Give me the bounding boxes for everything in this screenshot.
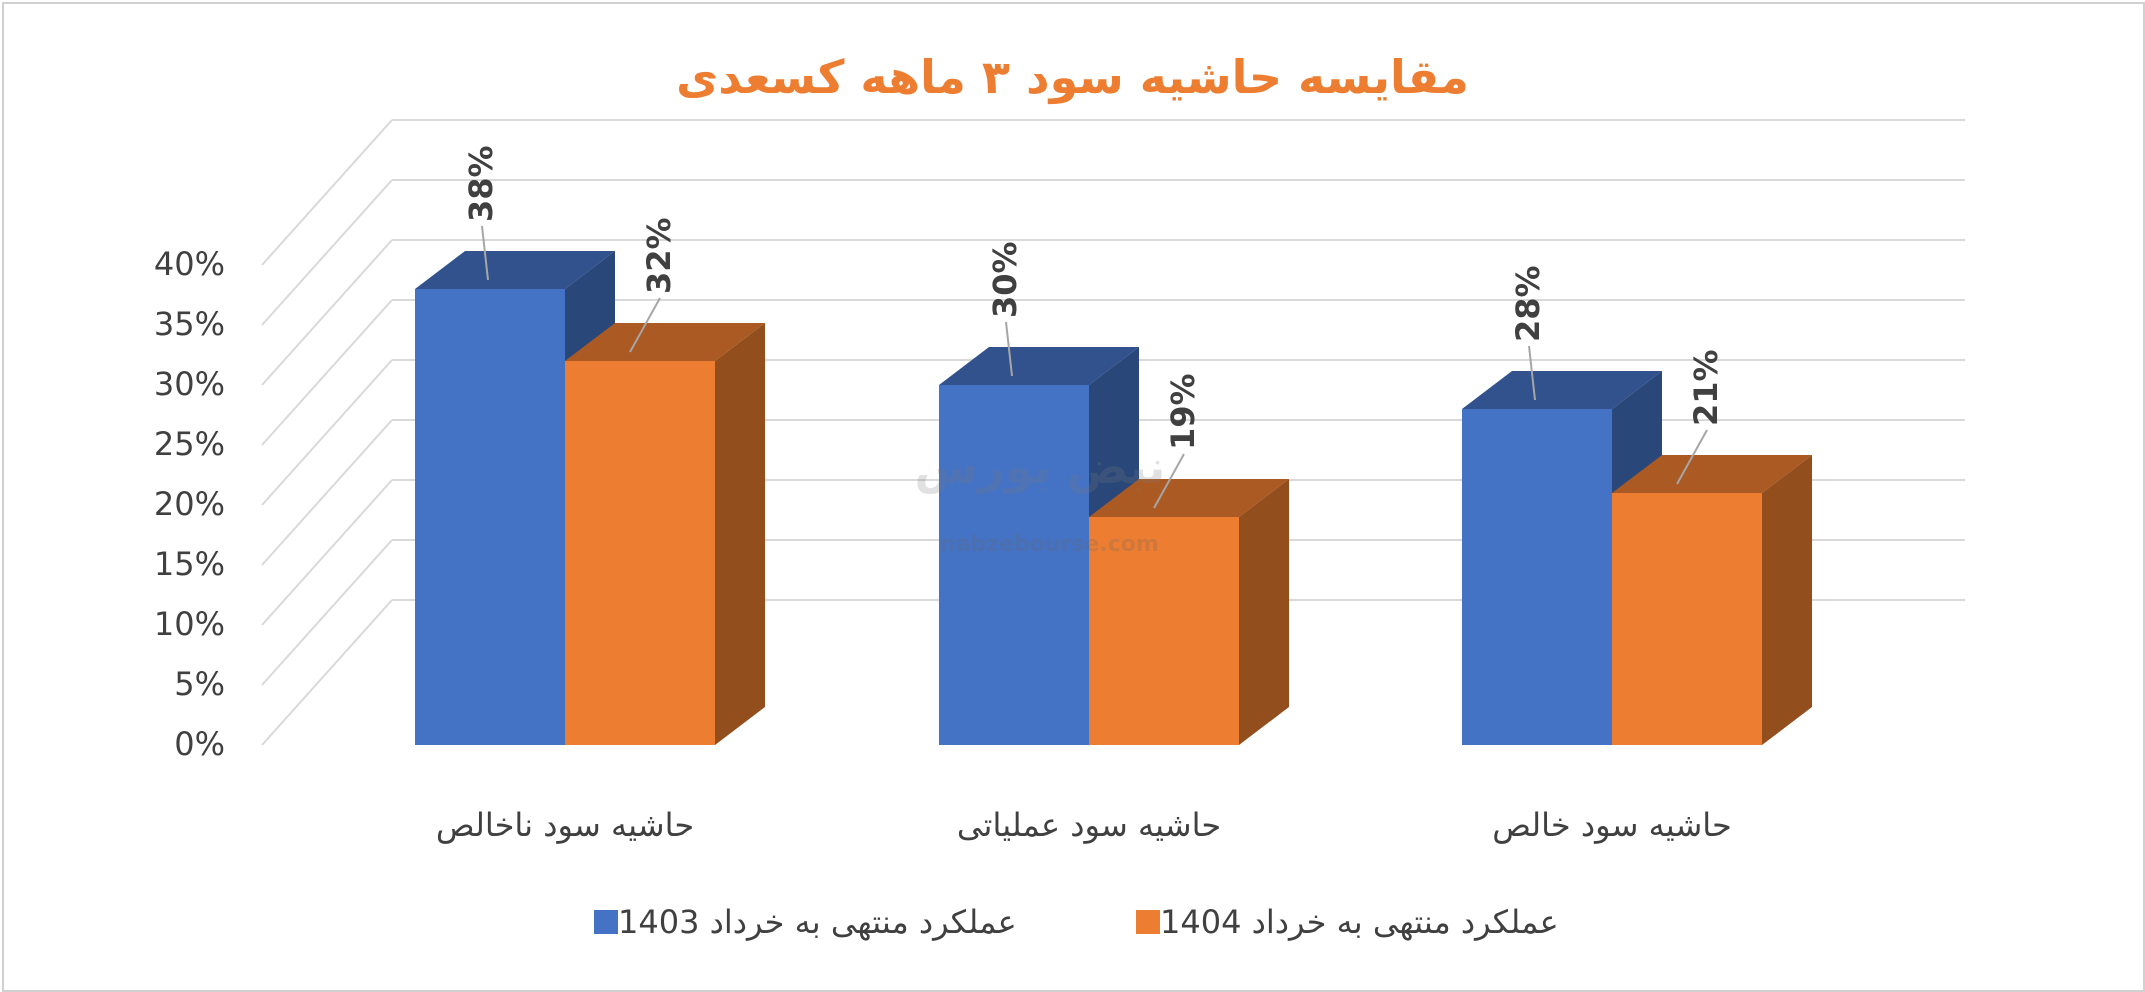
y-tick-label: 20% [154,485,225,523]
bar-top [1462,371,1662,409]
bar [565,361,715,745]
gridline-diagonal [261,299,393,446]
gridline-diagonal [261,179,393,326]
data-label: 21% [1687,349,1725,426]
gridline-diagonal [261,599,393,746]
data-label: 28% [1509,265,1547,342]
y-tick-label: 25% [154,425,225,463]
bar [415,289,565,745]
bar [1612,493,1762,745]
bar [1462,409,1612,745]
data-label-leader [629,297,661,353]
data-label: 30% [986,241,1024,318]
data-label-leader [481,225,489,281]
data-label: 32% [640,217,678,294]
y-tick-label: 0% [174,725,225,763]
legend-swatch-blue [594,910,618,934]
watermark-site: nabzebourse.com [940,532,1159,557]
data-label-leader [1005,321,1013,377]
gridline-diagonal [261,119,393,266]
legend-swatch-orange [1136,910,1160,934]
legend-label-1404: عملکرد منتهی به خرداد 1404 [1160,903,1559,941]
data-label-leader [1676,429,1708,485]
y-tick-label: 5% [174,665,225,703]
bar-top [1089,479,1289,517]
gridline-diagonal [261,479,393,626]
chart-title: مقایسه حاشیه سود ۳ ماهه کسعدی [676,50,1469,104]
bar-side [715,323,765,745]
data-label: 38% [462,145,500,222]
bar [939,385,1089,745]
gridline-diagonal [261,359,393,506]
bar-side [1762,455,1812,745]
watermark-logo: نبض بورس nabzebourse.com [900,440,1240,570]
data-label: 19% [1164,373,1202,450]
bar-top [415,251,615,289]
data-label-leader [1528,345,1536,401]
data-label-leader [1153,453,1185,509]
gridline-diagonal [261,539,393,686]
y-tick-label: 30% [154,365,225,403]
legend-item-1403: عملکرد منتهی به خرداد 1403 [570,897,1017,947]
bar-top [939,347,1139,385]
x-tick-label: حاشیه سود ناخالص [436,806,694,844]
y-tick-label: 40% [154,245,225,283]
gridline-diagonal [261,419,393,566]
x-tick-label: حاشیه سود عملیاتی [957,806,1221,844]
y-tick-label: 10% [154,605,225,643]
y-tick-label: 15% [154,545,225,583]
bar-top [565,323,765,361]
gridline-diagonal [261,239,393,386]
bar [1089,517,1239,745]
legend-label-1403: عملکرد منتهی به خرداد 1403 [618,903,1017,941]
x-tick-label: حاشیه سود خالص [1492,806,1732,844]
legend-item-1404: عملکرد منتهی به خرداد 1404 [1112,897,1559,947]
watermark-brand: نبض بورس [914,440,1166,494]
y-tick-label: 35% [154,305,225,343]
bar-top [1612,455,1812,493]
bar-side [1239,479,1289,745]
